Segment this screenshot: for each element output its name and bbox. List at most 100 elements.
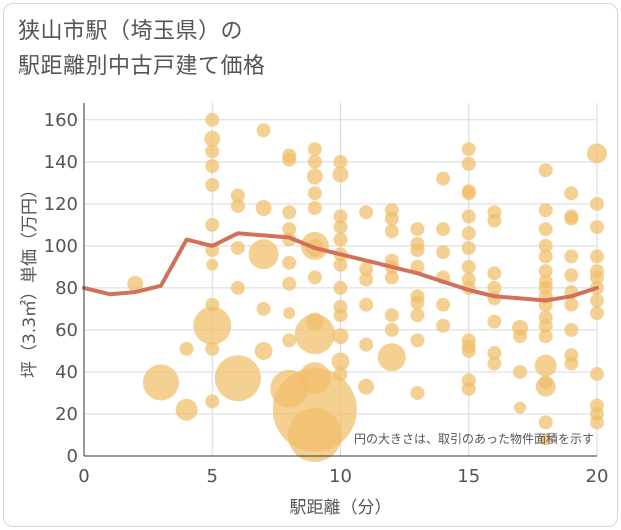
data-bubble bbox=[590, 196, 604, 211]
data-bubble bbox=[205, 177, 220, 192]
data-bubble bbox=[384, 270, 399, 285]
data-bubble bbox=[564, 356, 579, 371]
data-bubble bbox=[333, 232, 348, 247]
data-bubble bbox=[248, 239, 279, 270]
data-bubble bbox=[538, 415, 553, 430]
data-bubble bbox=[359, 205, 374, 220]
data-bubble bbox=[590, 219, 604, 234]
y-tick-label: 100 bbox=[44, 236, 78, 257]
data-bubble bbox=[332, 328, 349, 345]
data-bubble bbox=[487, 356, 502, 371]
data-bubble bbox=[332, 166, 349, 183]
data-bubble bbox=[590, 270, 604, 285]
data-bubble bbox=[461, 186, 476, 201]
data-bubble bbox=[205, 341, 220, 356]
data-bubble bbox=[282, 333, 297, 348]
data-bubble bbox=[282, 276, 297, 291]
data-bubble bbox=[333, 209, 348, 224]
x-tick-label: 10 bbox=[329, 466, 352, 487]
data-bubble bbox=[307, 270, 322, 285]
data-bubble bbox=[287, 407, 342, 462]
data-bubble bbox=[230, 198, 245, 213]
data-bubble bbox=[282, 255, 297, 270]
data-bubble bbox=[461, 259, 476, 274]
y-tick-label: 40 bbox=[55, 362, 78, 383]
data-bubble bbox=[461, 381, 476, 396]
chart-title-line2: 駅距離別中古戸建て価格 bbox=[18, 54, 266, 79]
data-bubble bbox=[283, 307, 296, 320]
data-bubble bbox=[539, 433, 552, 446]
data-bubble bbox=[384, 224, 399, 239]
data-bubble bbox=[564, 322, 579, 337]
data-bubble bbox=[358, 378, 375, 395]
data-bubble bbox=[410, 308, 425, 323]
data-bubble bbox=[307, 142, 322, 157]
x-tick-label: 20 bbox=[586, 466, 609, 487]
data-bubble bbox=[282, 152, 297, 167]
data-bubble bbox=[306, 168, 323, 185]
data-bubble bbox=[538, 203, 553, 218]
chart-title-line1: 狭山市駅（埼玉県）の bbox=[18, 19, 244, 44]
data-bubble bbox=[538, 329, 553, 344]
data-bubble bbox=[205, 159, 220, 174]
data-bubble bbox=[436, 297, 451, 312]
data-bubble bbox=[461, 240, 476, 255]
data-bubble bbox=[590, 249, 604, 264]
data-bubble bbox=[359, 261, 374, 276]
y-tick-label: 60 bbox=[55, 320, 78, 341]
bubble-layer bbox=[127, 112, 607, 462]
data-bubble bbox=[461, 156, 476, 171]
data-bubble bbox=[538, 264, 553, 279]
x-tick-label: 15 bbox=[457, 466, 480, 487]
bubble-size-note: 円の大きさは、取引のあった物件面積を示す bbox=[354, 431, 594, 446]
data-bubble bbox=[564, 297, 579, 312]
data-bubble bbox=[333, 219, 348, 234]
data-bubble bbox=[461, 343, 476, 358]
data-bubble bbox=[384, 211, 399, 226]
data-bubble bbox=[333, 154, 348, 169]
data-bubble bbox=[487, 314, 502, 329]
data-bubble bbox=[590, 415, 604, 430]
data-bubble bbox=[384, 322, 399, 337]
data-bubble bbox=[282, 222, 297, 237]
x-tick-label: 0 bbox=[78, 466, 89, 487]
data-bubble bbox=[534, 354, 557, 377]
data-bubble bbox=[564, 249, 579, 264]
data-bubble bbox=[513, 364, 528, 379]
data-bubble bbox=[193, 306, 232, 345]
data-bubble bbox=[410, 243, 425, 258]
data-bubble bbox=[175, 398, 198, 421]
x-axis-label: 駅距離（分） bbox=[290, 498, 392, 518]
data-bubble bbox=[331, 352, 350, 371]
data-bubble bbox=[513, 329, 528, 344]
data-bubble bbox=[307, 201, 322, 216]
data-bubble bbox=[410, 295, 425, 310]
data-bubble bbox=[538, 238, 553, 253]
data-bubble bbox=[230, 240, 245, 255]
data-bubble bbox=[410, 333, 425, 348]
x-tick-label: 5 bbox=[207, 466, 218, 487]
data-bubble bbox=[307, 186, 322, 201]
data-bubble bbox=[333, 367, 348, 382]
data-bubble bbox=[333, 280, 348, 295]
data-bubble bbox=[205, 144, 220, 159]
data-bubble bbox=[206, 258, 219, 271]
data-bubble bbox=[587, 143, 607, 164]
trend-line bbox=[82, 231, 599, 303]
y-tick-label: 140 bbox=[44, 152, 78, 173]
y-tick-label: 80 bbox=[55, 278, 78, 299]
y-axis-label: 坪（3.3㎡）単価（万円） bbox=[20, 181, 40, 378]
data-bubble bbox=[410, 385, 425, 400]
data-bubble bbox=[179, 341, 194, 356]
data-bubble bbox=[256, 301, 271, 316]
data-bubble bbox=[487, 266, 502, 281]
data-bubble bbox=[256, 123, 271, 138]
data-bubble bbox=[333, 308, 348, 323]
data-bubble bbox=[205, 394, 220, 409]
y-tick-label: 0 bbox=[67, 446, 78, 467]
data-bubble bbox=[384, 308, 399, 323]
chart-title: 狭山市駅（埼玉県）の 駅距離別中古戸建て価格 bbox=[18, 14, 578, 84]
data-bubble bbox=[214, 355, 261, 402]
data-bubble bbox=[461, 209, 476, 224]
data-bubble bbox=[255, 200, 272, 217]
